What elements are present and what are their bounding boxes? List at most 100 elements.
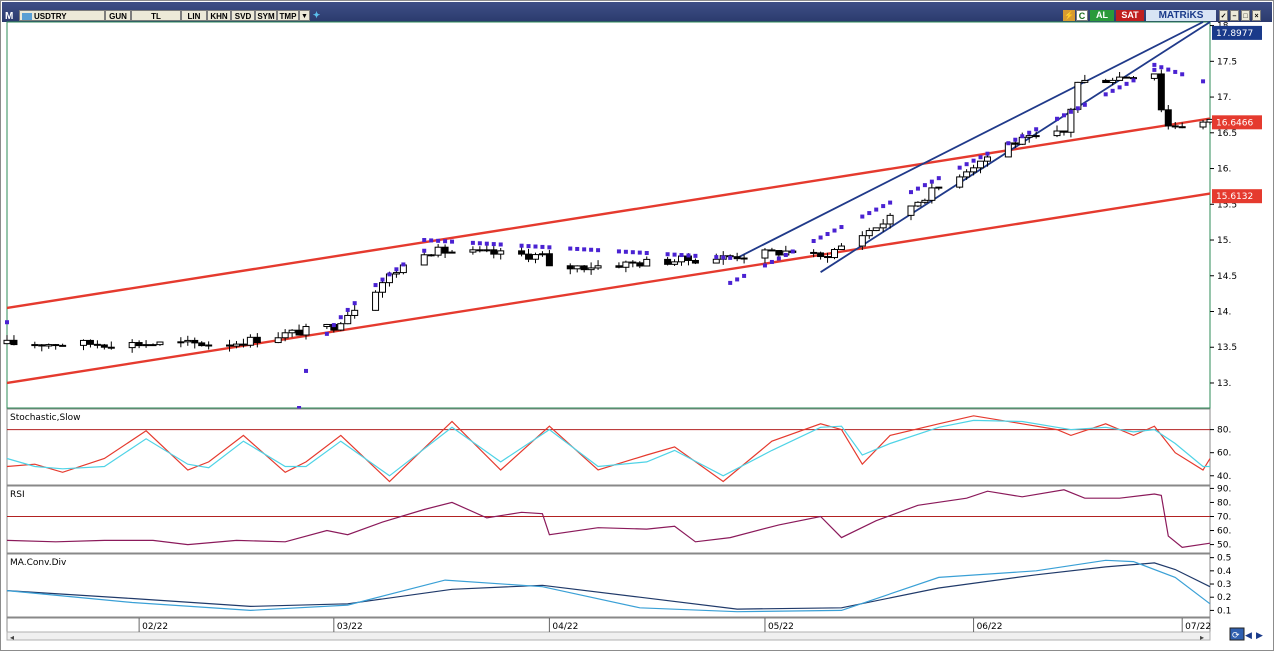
candle-down [775,250,783,256]
sar-dot [936,176,941,181]
scroll-right-icon[interactable]: ▸ [1200,633,1204,642]
sar-dot [623,249,628,254]
stochastic-tick-label: 80. [1217,426,1231,436]
nav-next-icon[interactable]: ▶ [1256,631,1263,641]
rsi-pane: RSI [6,485,1211,554]
currency-button[interactable]: TL [131,10,181,21]
sar-dot [818,235,823,240]
candle-down [545,253,553,267]
sar-dot [825,232,830,237]
toolbar [2,2,1272,22]
candle-up [886,214,894,225]
candle-down [191,339,199,344]
candle-down [566,265,574,270]
period-button[interactable]: GUN [105,10,131,21]
sar-dot [929,179,934,184]
x-tick-label: 07/22 [1185,622,1211,632]
sar-dot [443,239,448,244]
buy-button[interactable]: AL [1090,10,1114,21]
minimize-icon[interactable]: – [1230,10,1239,21]
price-tick-label: 16.5 [1217,129,1237,139]
twitter-bird-icon[interactable]: ✦ [312,10,321,20]
candle-down [768,249,776,252]
app-logo: M [5,11,14,22]
sar-dot [762,263,767,268]
candle-up [142,344,150,347]
sar-dot [470,240,475,245]
sar-dot [1152,67,1157,72]
sar-dot [519,243,524,248]
candle-down [52,344,60,347]
sar-dot [547,245,552,250]
candle-down [1164,109,1172,127]
sar-dot [790,249,795,254]
candle-up [1074,81,1082,110]
candle-up [538,253,546,256]
khn-button[interactable]: KHN [207,10,231,21]
sar-dot [1034,127,1039,132]
lightning-icon[interactable]: ⚡ [1063,10,1075,21]
candle-down [1102,79,1110,84]
c-button[interactable]: C [1076,10,1088,21]
candle-up [3,339,11,345]
sar-dot [1103,92,1108,97]
symbol-field[interactable]: USDTRY [19,10,105,21]
maximize-icon[interactable]: □ [1241,10,1250,21]
svd-button[interactable]: SVD [231,10,255,21]
sar-dot [1166,67,1171,72]
candle-up [837,245,845,251]
candle-up [497,250,505,255]
sar-dot [304,368,309,373]
sym-button[interactable]: SYM [255,10,277,21]
sar-dot [978,155,983,160]
sar-dot [596,248,601,253]
candle-up [434,246,442,256]
refresh-button[interactable] [1229,627,1245,641]
candle-up [420,254,428,266]
candle-down [810,251,818,254]
candle-down [239,343,247,346]
stochastic-k-line [6,415,1211,483]
candle-up [587,267,595,271]
dropdown-arrow-icon[interactable]: ▼ [299,10,310,21]
candle-down [427,254,435,257]
sar-dot [693,253,698,258]
sar-dot [1124,81,1129,86]
brand-logo: MATRiKS [1146,10,1216,21]
sar-dot [1180,72,1185,77]
price-tick-label: 14.5 [1217,272,1237,282]
x-tick-label: 02/22 [142,622,168,632]
sell-button[interactable]: SAT [1116,10,1144,21]
scroll-left-icon[interactable]: ◂ [10,633,14,642]
candle-up [963,171,971,178]
window-help-icon[interactable]: ✓ [1219,10,1228,21]
lin-button[interactable]: LIN [181,10,207,21]
sar-dot [985,151,990,156]
scrollbar[interactable]: ◂ ▸ [6,631,1211,642]
tmp-button[interactable]: TMP [277,10,299,21]
candle-down [615,265,623,268]
rsi-tick-label: 60. [1217,527,1231,537]
sar-dot [665,252,670,257]
sar-dot [971,158,976,163]
macd-tick-label: 0.4 [1217,567,1232,577]
sar-dot [422,238,427,243]
candle-up [1081,79,1089,83]
sar-dot [568,246,573,251]
candle-down [1178,126,1186,129]
candle-up [1053,130,1061,137]
candle-down [476,249,484,252]
sar-dot [401,262,406,267]
sar-dot [679,253,684,258]
candle-down [733,256,741,260]
candle-up [1067,108,1075,133]
rsi-tick-label: 90. [1217,484,1231,494]
close-icon[interactable]: × [1252,10,1261,21]
sar-dot [728,280,733,285]
sar-dot [922,183,927,188]
candle-up [302,326,310,336]
candle-down [664,258,672,265]
nav-prev-icon[interactable]: ◀ [1245,631,1252,641]
sar-dot [450,239,455,244]
